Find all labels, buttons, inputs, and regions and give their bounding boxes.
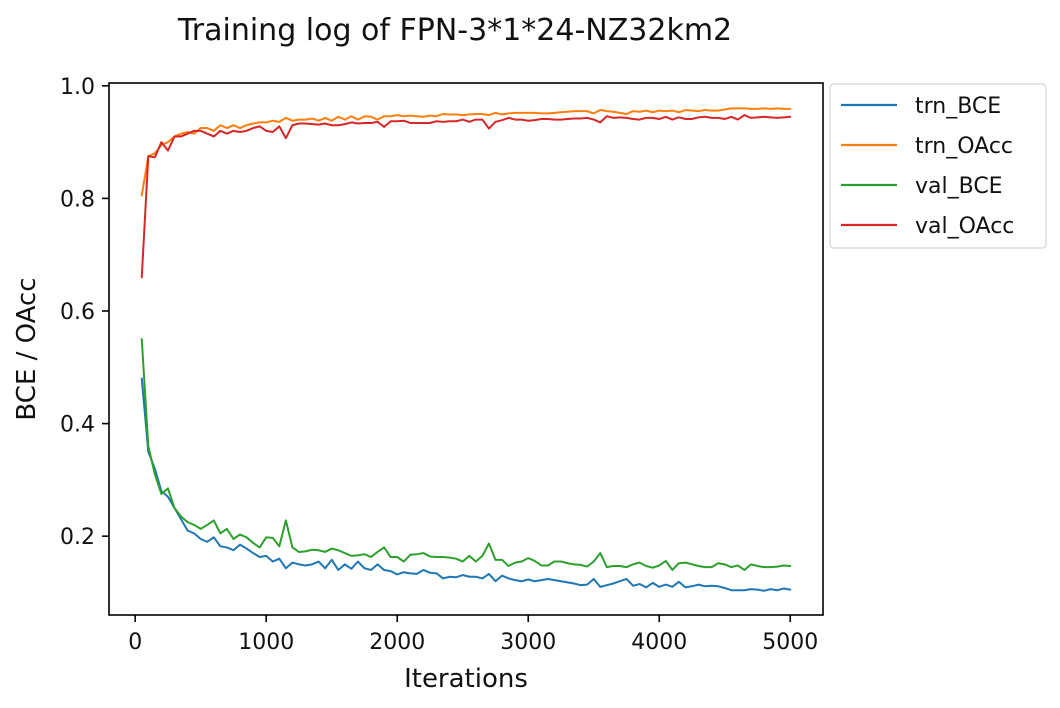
y-tick-label: 0.6	[60, 300, 95, 325]
legend-label-val-oacc: val_OAcc	[915, 214, 1014, 239]
x-tick-label: 5000	[762, 630, 818, 655]
legend-label-trn-bce: trn_BCE	[915, 94, 1001, 119]
x-axis: 0 1000 2000 3000 4000 5000	[128, 615, 818, 655]
y-axis-label: BCE / OAcc	[12, 277, 42, 420]
legend-box	[829, 83, 1047, 249]
y-axis: 0.2 0.4 0.6 0.8 1.0	[60, 75, 109, 550]
x-tick-label: 2000	[369, 630, 425, 655]
series-line-val-bce	[140, 338, 792, 571]
legend: trn_BCE trn_OAcc val_BCE val_OAcc	[829, 83, 1047, 249]
chart-title: Training log of FPN-3*1*24-NZ32km2	[177, 13, 732, 48]
y-tick-label: 0.8	[60, 187, 95, 212]
legend-label-trn-oacc: trn_OAcc	[915, 134, 1013, 159]
series-line-trn-bce	[140, 377, 792, 592]
plot-frame	[108, 82, 824, 616]
y-tick-label: 1.0	[60, 75, 95, 100]
plot-area	[140, 107, 792, 592]
legend-label-val-bce: val_BCE	[915, 174, 1003, 199]
y-tick-label: 0.2	[60, 525, 95, 550]
x-axis-label: Iterations	[404, 664, 528, 694]
x-tick-label: 1000	[238, 630, 294, 655]
series-line-trn-oacc	[140, 107, 792, 197]
x-tick-label: 0	[128, 630, 142, 655]
x-tick-label: 4000	[631, 630, 687, 655]
x-tick-label: 3000	[500, 630, 556, 655]
y-tick-label: 0.4	[60, 413, 95, 438]
series-line-val-oacc	[140, 114, 792, 279]
